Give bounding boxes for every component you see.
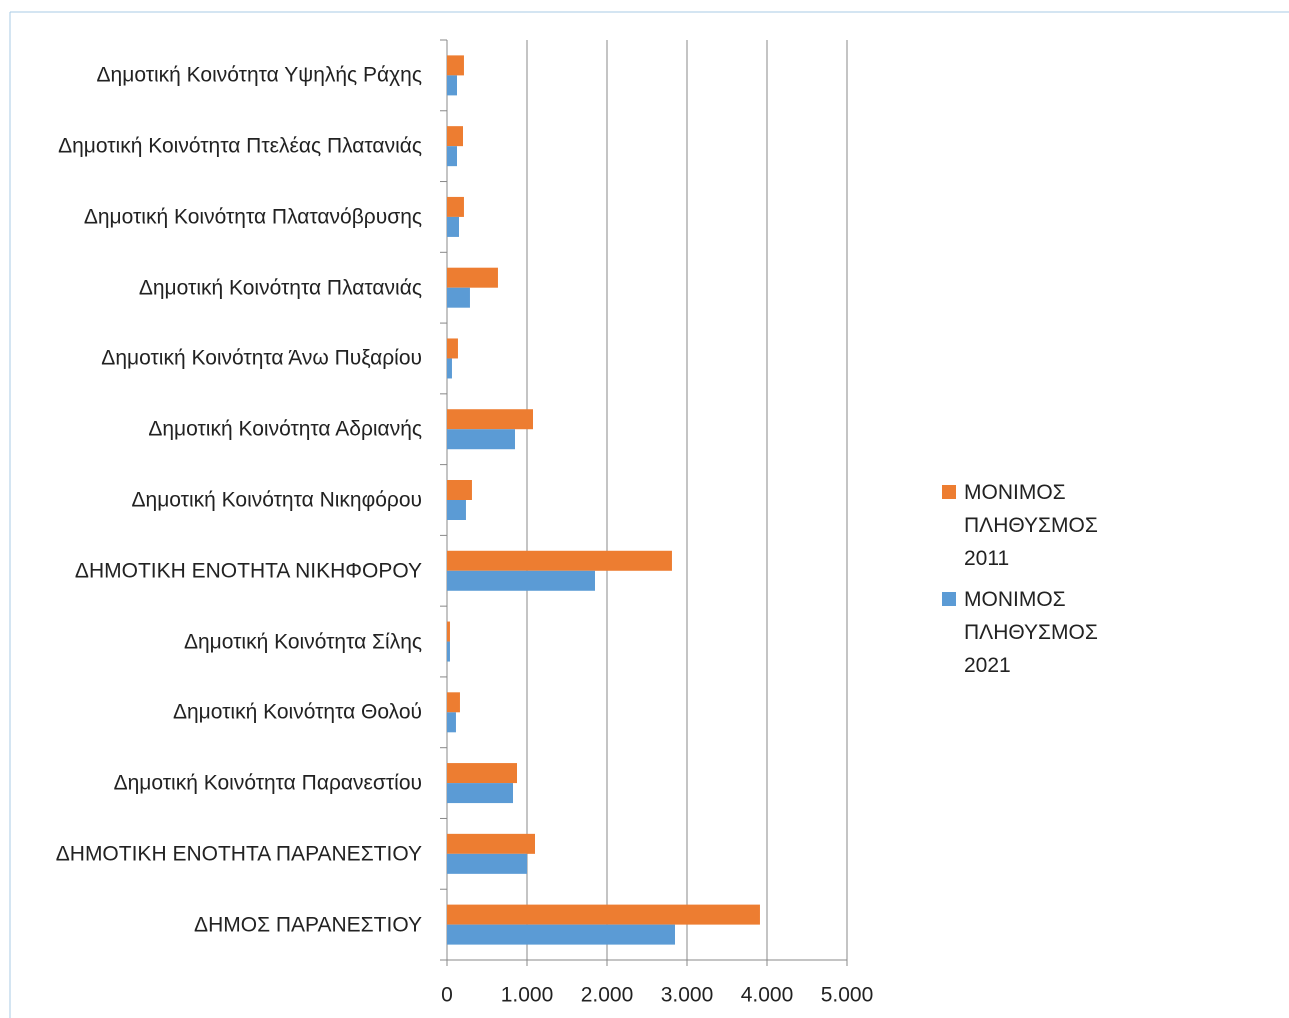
y-tick-label: Δημοτική Κοινότητα Πλατανιάς: [138, 276, 422, 300]
bar: [447, 621, 450, 642]
bar: [447, 833, 535, 854]
bar: [447, 216, 459, 237]
bar: [447, 853, 527, 874]
x-tick-label: 0: [441, 984, 453, 1007]
bar: [447, 550, 672, 571]
bar: [447, 338, 458, 359]
y-tick-label: Δημοτική Κοινότητα Πτελέας Πλατανιάς: [58, 134, 422, 158]
x-tick-label: 4.000: [741, 984, 794, 1007]
bar: [447, 146, 457, 167]
bar: [447, 924, 675, 945]
bar: [447, 196, 464, 217]
bar: [447, 570, 595, 591]
bar: [447, 126, 463, 147]
bar: [447, 763, 517, 784]
legend-label: ΜΟΝΙΜΟΣ ΠΛΗΘΥΣΜΟΣ 2021: [964, 588, 1098, 677]
bar: [447, 429, 515, 450]
y-tick-label: ΔΗΜΟΣ ΠΑΡΑΝΕΣΤΙΟΥ: [194, 913, 422, 937]
y-tick-label: Δημοτική Κοινότητα Πλατανόβρυσης: [83, 205, 422, 229]
y-tick-label: Δημοτική Κοινότητα Αδριανής: [148, 417, 422, 441]
legend-item: ΜΟΝΙΜΟΣ ΠΛΗΘΥΣΜΟΣ 2021: [942, 583, 1114, 682]
bar: [447, 904, 760, 925]
bar: [447, 712, 456, 733]
x-tick-label: 5.000: [821, 984, 874, 1007]
bar: [447, 409, 533, 430]
y-tick-label: Δημοτική Κοινότητα Σίλης: [183, 630, 422, 654]
y-tick-label: Δημοτική Κοινότητα Παρανεστίου: [113, 771, 422, 795]
bar: [447, 500, 466, 520]
x-tick-label: 3.000: [661, 984, 714, 1007]
legend-label: ΜΟΝΙΜΟΣ ΠΛΗΘΥΣΜΟΣ 2011: [964, 481, 1098, 570]
y-tick-label: ΔΗΜΟΤΙΚΗ ΕΝΟΤΗΤΑ ΠΑΡΑΝΕΣΤΙΟΥ: [55, 842, 422, 866]
bar: [447, 287, 470, 308]
x-tick-label: 1.000: [501, 984, 554, 1007]
bar: [447, 55, 464, 76]
y-tick-label: Δημοτική Κοινότητα Νικηφόρου: [131, 488, 422, 512]
legend-swatch: [942, 485, 956, 499]
y-tick-label: Δημοτική Κοινότητα Άνω Πυξαρίου: [101, 346, 422, 370]
y-tick-label: ΔΗΜΟΤΙΚΗ ΕΝΟΤΗΤΑ ΝΙΚΗΦΟΡΟΥ: [74, 559, 422, 583]
legend-item: ΜΟΝΙΜΟΣ ΠΛΗΘΥΣΜΟΣ 2011: [942, 476, 1114, 575]
bar: [447, 267, 498, 288]
bar: [447, 783, 513, 804]
y-tick-label: Δημοτική Κοινότητα Θολού: [172, 700, 422, 724]
bar: [447, 358, 452, 379]
bar: [447, 480, 472, 500]
y-tick-label: Δημοτική Κοινότητα Υψηλής Ράχης: [96, 63, 422, 87]
legend-swatch: [942, 592, 956, 606]
bar: [447, 75, 457, 96]
x-tick-label: 2.000: [581, 984, 634, 1007]
bar: [447, 641, 450, 662]
bar: [447, 692, 460, 713]
